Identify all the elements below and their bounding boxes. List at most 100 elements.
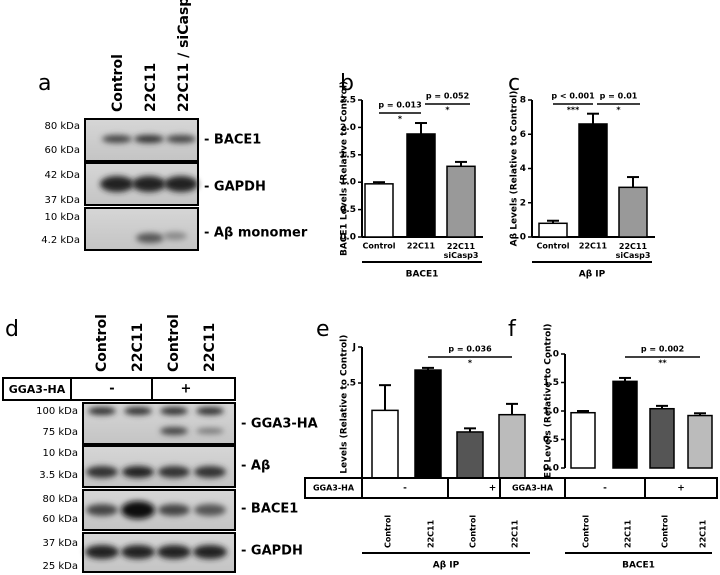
- band: [163, 232, 187, 240]
- significance: **: [658, 359, 667, 368]
- y-tick-label: 2: [520, 198, 526, 208]
- y-axis-label: Aβ Levels (Relative to Control): [510, 91, 520, 247]
- band: [121, 501, 155, 519]
- blot-d: Control 22C11 Control 22C11 GGA3-HA - + …: [2, 314, 318, 573]
- marker-label: 10 kDa: [44, 212, 80, 223]
- band-label: - GAPDH: [241, 544, 303, 559]
- blot-a: Control 22C11 22C11 / siCasp3 80 kDa 60 …: [41, 0, 308, 251]
- column-header: 22C11: [143, 63, 159, 112]
- band: [166, 135, 196, 143]
- band-label: - BACE1: [204, 133, 261, 148]
- x-tick-label: Control: [582, 515, 591, 548]
- condition-label: GGA3-HA: [313, 484, 355, 493]
- x-tick-label: Control: [661, 515, 670, 548]
- significance: ***: [567, 106, 580, 115]
- band: [157, 545, 191, 559]
- x-tick-label: 22C11: [699, 519, 708, 548]
- marker-label: 75 kDa: [42, 427, 78, 438]
- x-tick-label: Control: [536, 242, 569, 251]
- condition-value: -: [109, 382, 114, 397]
- y-tick-label: 2.5: [340, 96, 356, 106]
- group-label: BACE1: [406, 270, 439, 280]
- x-tick-label: 22C11: [427, 519, 436, 548]
- marker-label: 4.2 kDa: [41, 235, 80, 246]
- group-label: Aβ IP: [433, 561, 460, 571]
- significance: *: [398, 115, 403, 124]
- marker-label: 10 kDa: [42, 448, 78, 459]
- band: [193, 545, 227, 559]
- panel-label: d: [5, 317, 19, 342]
- marker-label: 3.5 kDa: [39, 470, 78, 481]
- y-tick-label: 0: [520, 233, 526, 243]
- p-value: p = 0.002: [641, 345, 684, 354]
- p-value: p = 0.013: [378, 101, 421, 110]
- significance: *: [468, 359, 473, 368]
- marker-label: 100 kDa: [36, 406, 78, 417]
- panel-label: c: [508, 71, 520, 96]
- band-label: - BACE1: [241, 502, 298, 517]
- condition-label-box: [499, 477, 566, 499]
- bar: [578, 123, 608, 238]
- y-tick-label: 1.0: [340, 178, 356, 188]
- x-tick-label: Control: [384, 515, 393, 548]
- marker-label: 25 kDa: [42, 561, 78, 572]
- x-tick-label: Control: [362, 242, 395, 251]
- marker-label: 60 kDa: [42, 514, 78, 525]
- bar: [687, 414, 713, 469]
- marker-label: 37 kDa: [42, 538, 78, 549]
- y-tick-label: 1.5: [543, 378, 559, 388]
- band: [164, 176, 198, 192]
- x-tick-label: 22C11: [511, 519, 520, 548]
- condition-value: -: [403, 484, 407, 494]
- condition-value: -: [603, 484, 607, 494]
- x-tick-label: 22C11: [579, 242, 608, 251]
- marker-label: 37 kDa: [44, 195, 80, 206]
- band: [88, 407, 116, 415]
- y-tick-label: .5: [346, 379, 356, 389]
- y-tick-label: 6: [520, 130, 526, 140]
- column-header: 22C11 / siCasp3: [176, 0, 192, 112]
- panel-label: e: [316, 317, 330, 342]
- bar: [414, 369, 442, 492]
- band: [158, 466, 190, 478]
- p-value: p < 0.001: [551, 92, 595, 101]
- bar: [406, 133, 436, 238]
- p-value: p = 0.052: [426, 92, 469, 101]
- band: [86, 466, 118, 478]
- band-label: - GAPDH: [204, 180, 266, 195]
- panel-label: b: [340, 71, 354, 96]
- marker-label: 80 kDa: [42, 494, 78, 505]
- band: [121, 545, 155, 559]
- group-label: Aβ IP: [579, 270, 606, 280]
- column-header: 22C11: [202, 323, 218, 372]
- band: [160, 407, 188, 415]
- x-tick-label: 22C11 siCasp3: [616, 242, 651, 260]
- condition-label: GGA3-HA: [512, 484, 554, 493]
- band: [124, 407, 152, 415]
- band: [158, 504, 190, 516]
- y-axis-label: BACE1 Levels (Relative to Control): [544, 323, 554, 498]
- band-label: - Aβ monomer: [204, 226, 308, 241]
- condition-label-box: [2, 377, 72, 401]
- bar: [364, 183, 394, 238]
- bar: [446, 165, 476, 238]
- band-label: - GGA3-HA: [241, 417, 318, 432]
- panel-label: a: [38, 71, 51, 96]
- significance: *: [616, 106, 621, 115]
- y-tick-label: 8: [520, 96, 526, 106]
- bar: [612, 380, 638, 469]
- y-axis-label: Aβ Levels (Relative to Control): [340, 335, 350, 491]
- p-value: p = 0.036: [448, 345, 492, 354]
- column-header: Control: [166, 314, 182, 372]
- marker-label: 80 kDa: [44, 121, 80, 132]
- column-header: Control: [110, 54, 126, 112]
- band: [134, 135, 164, 143]
- condition-value: +: [181, 382, 192, 397]
- y-axis-label: BACE1 Levels (Relative to Control): [340, 81, 350, 256]
- y-tick-label: 0.0: [340, 233, 356, 243]
- band: [194, 504, 226, 516]
- band: [194, 466, 226, 478]
- marker-label: 42 kDa: [44, 170, 80, 181]
- x-tick-label: Control: [469, 515, 478, 548]
